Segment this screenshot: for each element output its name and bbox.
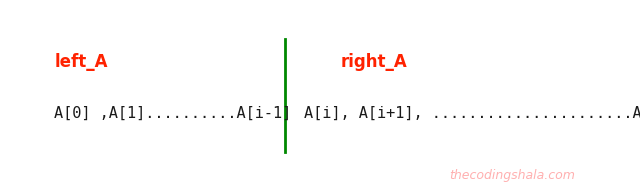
Text: A[0] ,A[1]..........A[i-1]: A[0] ,A[1]..........A[i-1] [54,106,292,121]
Text: thecodingshala.com: thecodingshala.com [449,169,575,182]
Text: left_A: left_A [54,53,108,71]
Text: right_A: right_A [341,53,408,71]
Text: A[i], A[i+1], ......................A[m]: A[i], A[i+1], ......................A[m] [304,106,640,121]
